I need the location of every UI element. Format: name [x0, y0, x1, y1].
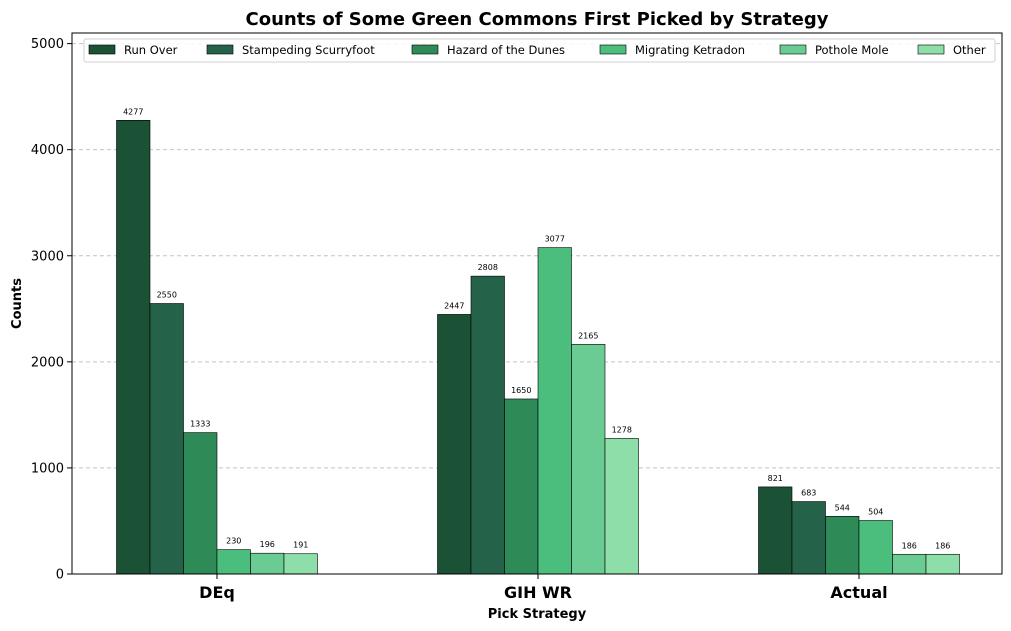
data-label: 821 [768, 474, 783, 483]
data-label: 2165 [578, 331, 598, 340]
data-label: 2808 [478, 263, 498, 272]
legend-swatch [411, 44, 439, 55]
legend-swatch [88, 44, 116, 55]
y-tick-label: 1000 [31, 461, 64, 476]
bar [925, 553, 960, 575]
bar [437, 314, 472, 575]
legend-swatch [779, 44, 807, 55]
data-label: 3077 [545, 235, 565, 244]
data-label: 683 [801, 489, 816, 498]
data-label: 4277 [123, 107, 143, 116]
bar [537, 247, 572, 575]
data-label: 504 [868, 508, 883, 517]
x-axis-label: Pick Strategy [488, 607, 587, 622]
bar [504, 398, 539, 575]
data-label: 544 [835, 503, 850, 512]
bar [604, 438, 639, 575]
x-axis-ticks: DEq GIH WR Actual [199, 574, 888, 602]
data-label: 1650 [511, 386, 531, 395]
legend-label: Pothole Mole [815, 43, 889, 57]
y-axis-label: Counts [10, 278, 25, 329]
y-tick-label: 4000 [31, 143, 64, 158]
legend-item: Hazard of the Dunes [411, 43, 565, 57]
bar [283, 553, 318, 575]
legend-swatch [206, 44, 234, 55]
y-tick-label: 2000 [31, 355, 64, 370]
legend-label: Other [953, 43, 986, 57]
legend: Run Over Stampeding Scurryfoot Hazard of t… [83, 38, 996, 63]
data-label: 196 [260, 540, 275, 549]
data-label: 2447 [444, 301, 464, 310]
legend-item: Migrating Ketradon [599, 43, 745, 57]
legend-label: Migrating Ketradon [635, 43, 745, 57]
x-tick-label: GIH WR [504, 583, 572, 602]
data-labels: 4277 2550 1333 230 196 191 2447 2808 1650 3077 216… [123, 107, 950, 550]
bars [116, 120, 960, 575]
bar [250, 552, 285, 575]
bar [571, 344, 606, 575]
y-tick-label: 3000 [31, 249, 64, 264]
bar [149, 303, 184, 575]
legend-box [83, 38, 996, 63]
legend-item: Run Over [88, 43, 178, 57]
bar [116, 120, 151, 575]
bar [183, 432, 218, 575]
data-label: 1333 [190, 420, 210, 429]
bar [892, 553, 927, 575]
data-label: 191 [293, 541, 308, 550]
bar [791, 501, 826, 575]
legend-label: Hazard of the Dunes [447, 43, 565, 57]
legend-item: Pothole Mole [779, 43, 889, 57]
legend-label: Run Over [124, 43, 178, 57]
legend-label: Stampeding Scurryfoot [242, 43, 375, 57]
bar [858, 520, 893, 575]
chart-title: Counts of Some Green Commons First Picke… [246, 9, 829, 30]
bar [758, 486, 793, 575]
legend-item: Stampeding Scurryfoot [206, 43, 375, 57]
data-label: 230 [226, 537, 241, 546]
x-tick-label: DEq [199, 583, 235, 602]
bar [470, 275, 505, 575]
y-tick-label: 0 [56, 568, 64, 583]
y-tick-label: 5000 [31, 37, 64, 52]
legend-item: Other [917, 43, 986, 57]
data-label: 2550 [157, 291, 177, 300]
bar [825, 515, 860, 575]
data-label: 1278 [612, 425, 632, 434]
x-tick-label: Actual [830, 583, 887, 602]
y-axis-ticks: 0 1000 2000 3000 4000 5000 [31, 37, 72, 583]
data-label: 186 [902, 541, 917, 550]
plot-frame [71, 32, 1003, 575]
data-label: 186 [935, 541, 950, 550]
bar [216, 549, 251, 575]
legend-swatch [917, 44, 945, 55]
legend-swatch [599, 44, 627, 55]
